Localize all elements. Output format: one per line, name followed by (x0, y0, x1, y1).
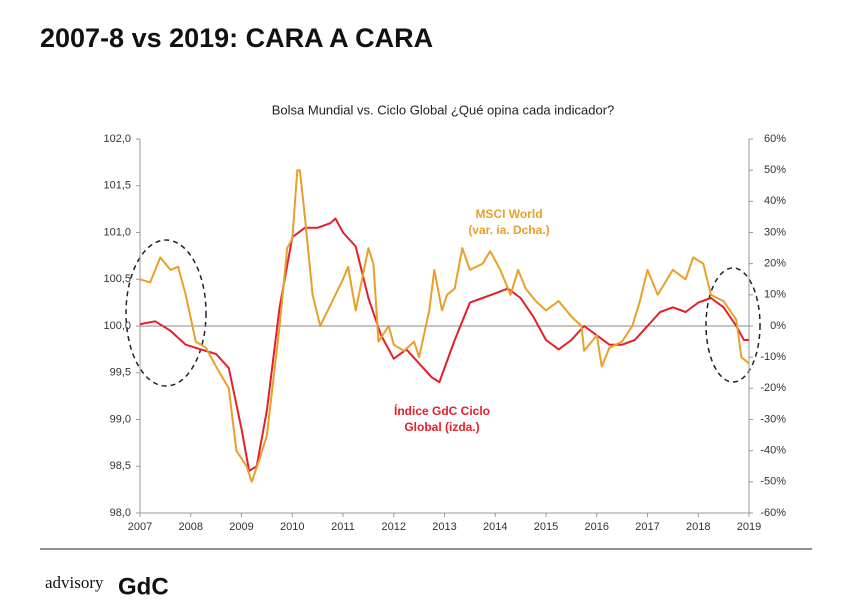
y-tick-label: 98,5 (110, 460, 131, 472)
x-tick-label: 2012 (382, 521, 406, 533)
y-tick-label: 101,0 (103, 226, 131, 238)
y-tick-label: 98,0 (110, 507, 131, 519)
brand-text: advisory (45, 573, 104, 592)
y2-tick-label: -40% (760, 445, 786, 457)
y2-tick-label: 20% (764, 258, 786, 270)
x-tick-label: 2019 (737, 521, 761, 533)
y2-tick-label: 0% (770, 320, 786, 332)
x-tick-label: 2010 (280, 521, 304, 533)
annotation: (var. ia. Dcha.) (468, 223, 549, 237)
x-tick-label: 2013 (432, 521, 456, 533)
y2-tick-label: 60% (764, 133, 786, 145)
y2-tick-label: 40% (764, 195, 786, 207)
y2-tick-label: -20% (760, 382, 786, 394)
series-line (139, 217, 749, 472)
x-tick-label: 2011 (331, 521, 355, 533)
x-tick-label: 2017 (635, 521, 659, 533)
y-tick-label: 101,5 (103, 180, 131, 192)
x-tick-label: 2016 (585, 521, 609, 533)
plot: 98,0 98,5 99,0 99,5 100,0 100,5 101,0 101,5 102,… (103, 133, 786, 533)
y-tick-label: 99,0 (110, 413, 131, 425)
y-tick-label: 100,5 (103, 273, 131, 285)
x-tick-label: 2014 (483, 521, 507, 533)
highlight-ellipse (125, 239, 207, 387)
x-tick-label: 2008 (179, 521, 203, 533)
y2-tick-label: 50% (764, 164, 786, 176)
y2-tick-label: 10% (764, 289, 786, 301)
highlight-ellipse (705, 267, 761, 383)
y-tick-label: 99,5 (110, 367, 131, 379)
page-title: 2007-8 vs 2019: CARA A CARA (40, 23, 433, 53)
annotation: MSCI World (475, 207, 542, 221)
chart-title: Bolsa Mundial vs. Ciclo Global ¿Qué opin… (272, 102, 615, 117)
x-tick-label: 2009 (229, 521, 253, 533)
x-tick-label: 2018 (686, 521, 710, 533)
y-tick-label: 102,0 (103, 133, 131, 145)
series-line (139, 169, 750, 483)
y2-tick-label: -10% (760, 351, 786, 363)
x-tick-label: 2007 (128, 521, 152, 533)
x-tick-label: 2015 (534, 521, 558, 533)
y2-tick-label: -30% (760, 413, 786, 425)
y2-tick-label: -60% (760, 507, 786, 519)
annotation: Índice GdC Ciclo (394, 403, 490, 418)
annotation: Global (izda.) (404, 420, 479, 434)
y2-tick-label: -50% (760, 476, 786, 488)
y-tick-label: 100,0 (103, 320, 131, 332)
y2-tick-label: 30% (764, 226, 786, 238)
brand-logo: GdC (118, 573, 169, 600)
